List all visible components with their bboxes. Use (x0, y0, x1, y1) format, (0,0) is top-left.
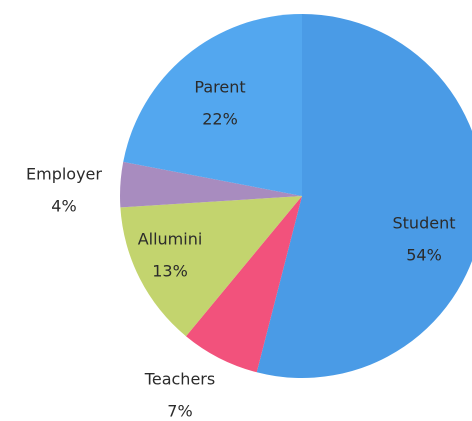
pie-slice (256, 14, 472, 378)
slice-label: Student (393, 214, 456, 233)
slice-value-label: 13% (152, 262, 188, 281)
slice-value-label: 7% (167, 402, 192, 421)
pie-slice (120, 196, 303, 337)
slice-label: Teachers (144, 370, 215, 389)
slice-label: Employer (26, 165, 102, 184)
slice-value-label: 4% (51, 197, 76, 216)
pie-slice (123, 14, 302, 196)
pie-slice (119, 161, 302, 208)
slice-label: Parent (194, 78, 245, 97)
slice-label: Allumini (138, 230, 203, 249)
slice-value-label: 54% (406, 246, 442, 265)
slice-value-label: 22% (202, 110, 238, 129)
pie-slice (185, 196, 302, 373)
